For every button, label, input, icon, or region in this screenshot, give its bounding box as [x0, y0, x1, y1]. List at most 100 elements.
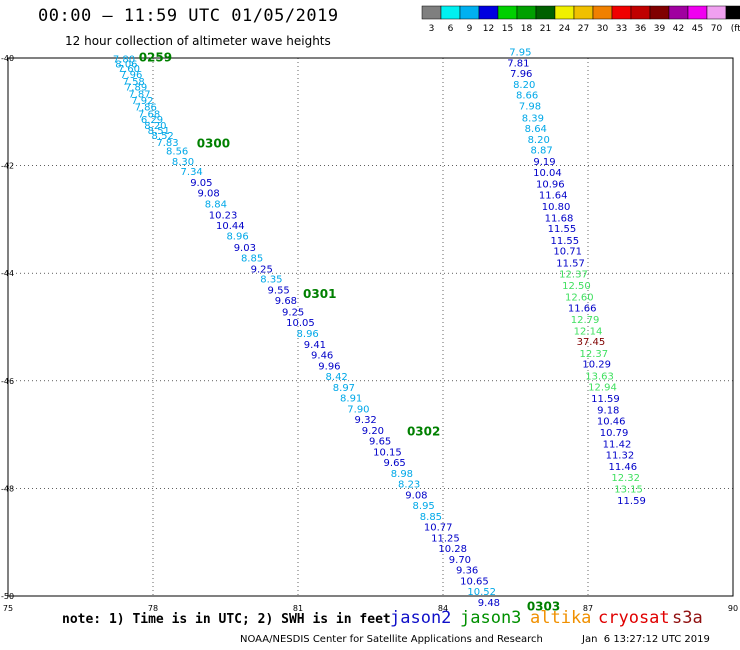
color-swatch [592, 5, 613, 20]
wave-height-label: 9.65 [369, 437, 391, 448]
wave-height-label: 8.20 [513, 80, 535, 91]
wave-height-label: 9.18 [597, 405, 619, 416]
color-swatch [687, 5, 708, 20]
wave-height-label: 8.91 [340, 394, 362, 405]
wave-height-label: 11.68 [545, 213, 574, 224]
wave-height-label: 10.44 [216, 221, 245, 232]
wave-height-label: 11.42 [603, 439, 632, 450]
color-scale-label: 70 [711, 24, 723, 34]
wave-height-label: 7.86 [135, 102, 157, 113]
color-swatch [554, 5, 575, 20]
wave-height-label: 8.87 [530, 146, 552, 157]
wave-height-label: 11.55 [550, 236, 579, 247]
color-scale-label: 6 [448, 24, 454, 34]
wave-height-label: 11.32 [606, 451, 635, 462]
color-swatch [459, 5, 480, 20]
wave-height-label: 13.15 [614, 484, 643, 495]
wave-height-label: 10.65 [460, 576, 489, 587]
wave-height-label: 9.41 [304, 340, 326, 351]
wave-height-label: 12.14 [574, 326, 603, 337]
wave-height-label: 10.46 [597, 417, 626, 428]
wave-height-label: 8.52 [152, 131, 174, 142]
wave-height-label: 10.80 [542, 202, 571, 213]
time-tag-label: 0259 [139, 51, 172, 65]
wave-height-label: 8.85 [420, 512, 442, 523]
wave-height-label: 7.81 [507, 58, 529, 69]
legend-s3a: s3a [672, 608, 703, 628]
time-tag-label: 0300 [197, 137, 230, 151]
wave-height-label: 9.32 [355, 415, 377, 426]
wave-height-label: 6.29 [141, 115, 163, 126]
legend-jason2: jason2 [390, 608, 452, 628]
wave-height-label: 7.95 [509, 48, 531, 59]
color-swatch [497, 5, 518, 20]
wave-height-label: 12.94 [588, 382, 617, 393]
color-scale-label: 3 [429, 24, 435, 34]
wave-height-label: 11.66 [568, 304, 597, 315]
wave-height-label: 7.96 [510, 69, 532, 80]
wave-height-label: 11.59 [591, 394, 620, 405]
wave-height-label: 11.25 [431, 533, 460, 544]
color-scale-label: 45 [692, 24, 703, 34]
wave-height-label: 10.71 [553, 247, 582, 258]
wave-height-label: 9.46 [311, 351, 333, 362]
wave-height-label: 10.77 [424, 523, 453, 534]
wave-height-label: 10.04 [533, 168, 562, 179]
color-swatch [440, 5, 461, 20]
color-scale-label: 9 [467, 24, 473, 34]
plot-frame [7, 57, 734, 597]
color-swatch [725, 5, 740, 20]
wave-height-label: 8.96 [297, 329, 319, 340]
wave-height-label: 9.55 [268, 285, 290, 296]
color-scale-label: 24 [559, 24, 571, 34]
wave-height-label: 9.19 [533, 157, 555, 168]
wave-height-label: 11.46 [608, 462, 637, 473]
wave-height-label: 12.50 [562, 281, 591, 292]
color-swatch [668, 5, 689, 20]
wave-height-label: 10.96 [536, 179, 565, 190]
wave-height-label: 9.20 [362, 426, 384, 437]
color-scale-label: 33 [616, 24, 627, 34]
time-tag-label: 0303 [527, 599, 560, 613]
wave-height-label: 8.35 [260, 275, 282, 286]
wave-height-label: 8.96 [226, 232, 248, 243]
wave-height-label: 12.37 [559, 269, 588, 280]
wave-height-label: 12.60 [565, 292, 594, 303]
wave-height-label: 9.65 [384, 458, 406, 469]
wave-height-label: 9.68 [275, 296, 297, 307]
x-tick-label: 87 [583, 604, 593, 613]
wave-height-label: 8.85 [241, 254, 263, 265]
x-tick-label: 81 [293, 604, 303, 613]
color-scale-label: 30 [597, 24, 609, 34]
wave-height-label: 9.96 [318, 361, 340, 372]
wave-height-label: 8.51 [148, 126, 170, 137]
wave-height-label: 7.98 [519, 101, 541, 112]
color-swatch [573, 5, 594, 20]
wave-height-label: 10.05 [286, 318, 315, 329]
wave-height-label: 10.29 [582, 360, 611, 371]
color-scale-label: 39 [654, 24, 666, 34]
color-scale-label: 36 [635, 24, 647, 34]
time-tag-label: 0302 [407, 424, 440, 438]
wave-height-label: 8.30 [172, 157, 194, 168]
wave-height-label: 12.79 [571, 315, 600, 326]
color-scale-label: 27 [578, 24, 589, 34]
time-tag-label: 0301 [303, 287, 336, 301]
wave-height-label: 8.64 [525, 124, 547, 135]
chart-subtitle: 12 hour collection of altimeter wave hei… [65, 34, 331, 48]
wave-height-label: 10.79 [600, 428, 629, 439]
x-tick-label: 90 [728, 604, 738, 613]
wave-height-label: 8.66 [516, 91, 538, 102]
wave-height-label: 7.87 [128, 90, 150, 101]
wave-height-label: 7.90 [347, 404, 369, 415]
color-scale-label: 18 [521, 24, 533, 34]
wave-height-label: 7.83 [156, 138, 178, 149]
wave-height-label: 13.63 [585, 371, 614, 382]
legend-jason3: jason3 [460, 608, 522, 628]
wave-height-label: 10.23 [209, 211, 238, 222]
wave-height-label: 11.55 [548, 224, 577, 235]
color-swatch [630, 5, 651, 20]
footer-note: note: 1) Time is in UTC; 2) SWH is in fe… [62, 612, 391, 627]
